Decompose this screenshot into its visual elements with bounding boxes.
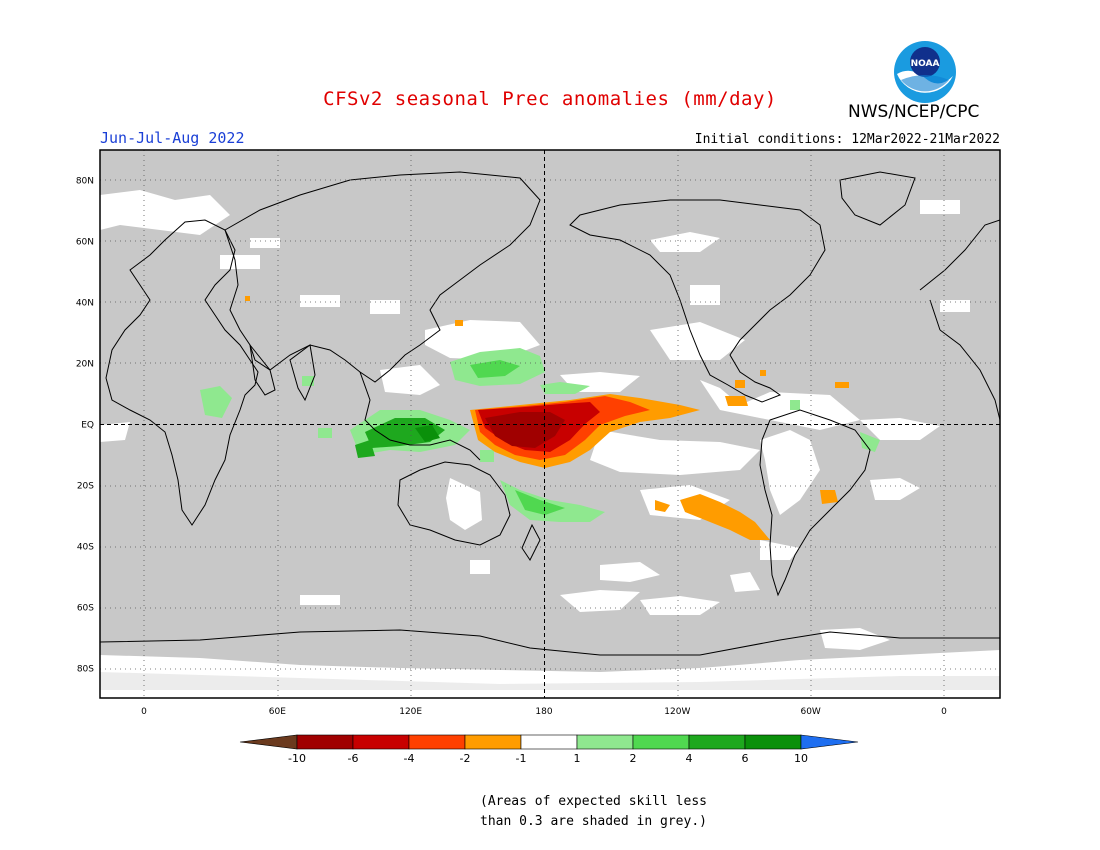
lat-label: 80S xyxy=(77,665,94,675)
lat-label: 60S xyxy=(77,604,94,614)
lon-label: 0 xyxy=(941,707,947,717)
colorbar-cell xyxy=(632,734,690,750)
colorbar-cell xyxy=(688,734,746,750)
skill-footnote: (Areas of expected skill less than 0.3 a… xyxy=(480,792,707,832)
initial-conditions-label: Initial conditions: 12Mar2022-21Mar2022 xyxy=(694,132,1000,147)
lat-label: 40N xyxy=(76,299,94,309)
footnote-line-1: (Areas of expected skill less xyxy=(480,794,707,809)
chart-title: CFSv2 seasonal Prec anomalies (mm/day) xyxy=(323,88,777,110)
colorbar-label: -10 xyxy=(288,752,306,765)
svg-text:NOAA: NOAA xyxy=(911,59,940,69)
colorbar-cell xyxy=(576,734,634,750)
lon-label: 60E xyxy=(269,707,286,717)
colorbar-cell xyxy=(296,734,354,750)
lat-label: 40S xyxy=(77,543,94,553)
colorbar-label: 6 xyxy=(742,752,749,765)
lat-label: 20S xyxy=(77,482,94,492)
colorbar-cell xyxy=(408,734,466,750)
colorbar-label: 2 xyxy=(630,752,637,765)
season-label: Jun-Jul-Aug 2022 xyxy=(100,129,245,147)
colorbar-label: -2 xyxy=(460,752,471,765)
lat-label: EQ xyxy=(81,421,94,431)
lat-label: 60N xyxy=(76,238,94,248)
colorbar-cell xyxy=(520,734,578,750)
footnote-line-2: than 0.3 are shaded in grey.) xyxy=(480,814,707,829)
noaa-logo: NOAA xyxy=(894,41,956,103)
coastlines xyxy=(100,171,1000,656)
map-frame xyxy=(99,149,1001,699)
agency-label: NWS/NCEP/CPC xyxy=(848,102,980,122)
colorbar-cell xyxy=(352,734,410,750)
neutral-patches xyxy=(100,190,1000,698)
lon-label: 0 xyxy=(141,707,147,717)
lon-label: 120W xyxy=(664,707,690,717)
dry-anomalies xyxy=(245,296,849,540)
colorbar-label: 1 xyxy=(574,752,581,765)
colorbar-arrow-high xyxy=(800,734,859,750)
colorbar-arrow-low xyxy=(239,734,298,750)
latitude-labels: 80N 60N 40N 20N EQ 20S 40S 60S 80S xyxy=(76,177,94,675)
lon-label: 60W xyxy=(800,707,820,717)
colorbar-cell xyxy=(744,734,802,750)
gridlines xyxy=(100,150,1000,698)
lon-label: 120E xyxy=(399,707,422,717)
wet-anomalies xyxy=(200,348,880,522)
colorbar-label: -6 xyxy=(348,752,359,765)
colorbar-cell xyxy=(464,734,522,750)
lat-label: 80N xyxy=(76,177,94,187)
reference-lines xyxy=(100,150,1000,698)
lon-label: 180 xyxy=(535,707,552,717)
colorbar-label: -1 xyxy=(516,752,527,765)
map-fields xyxy=(100,150,1000,698)
longitude-labels: 0 60E 120E 180 120W 60W 0 xyxy=(141,707,947,717)
colorbar-label: -4 xyxy=(404,752,415,765)
colorbar-label: 10 xyxy=(794,752,808,765)
lat-label: 20N xyxy=(76,360,94,370)
colorbar-label: 4 xyxy=(686,752,693,765)
